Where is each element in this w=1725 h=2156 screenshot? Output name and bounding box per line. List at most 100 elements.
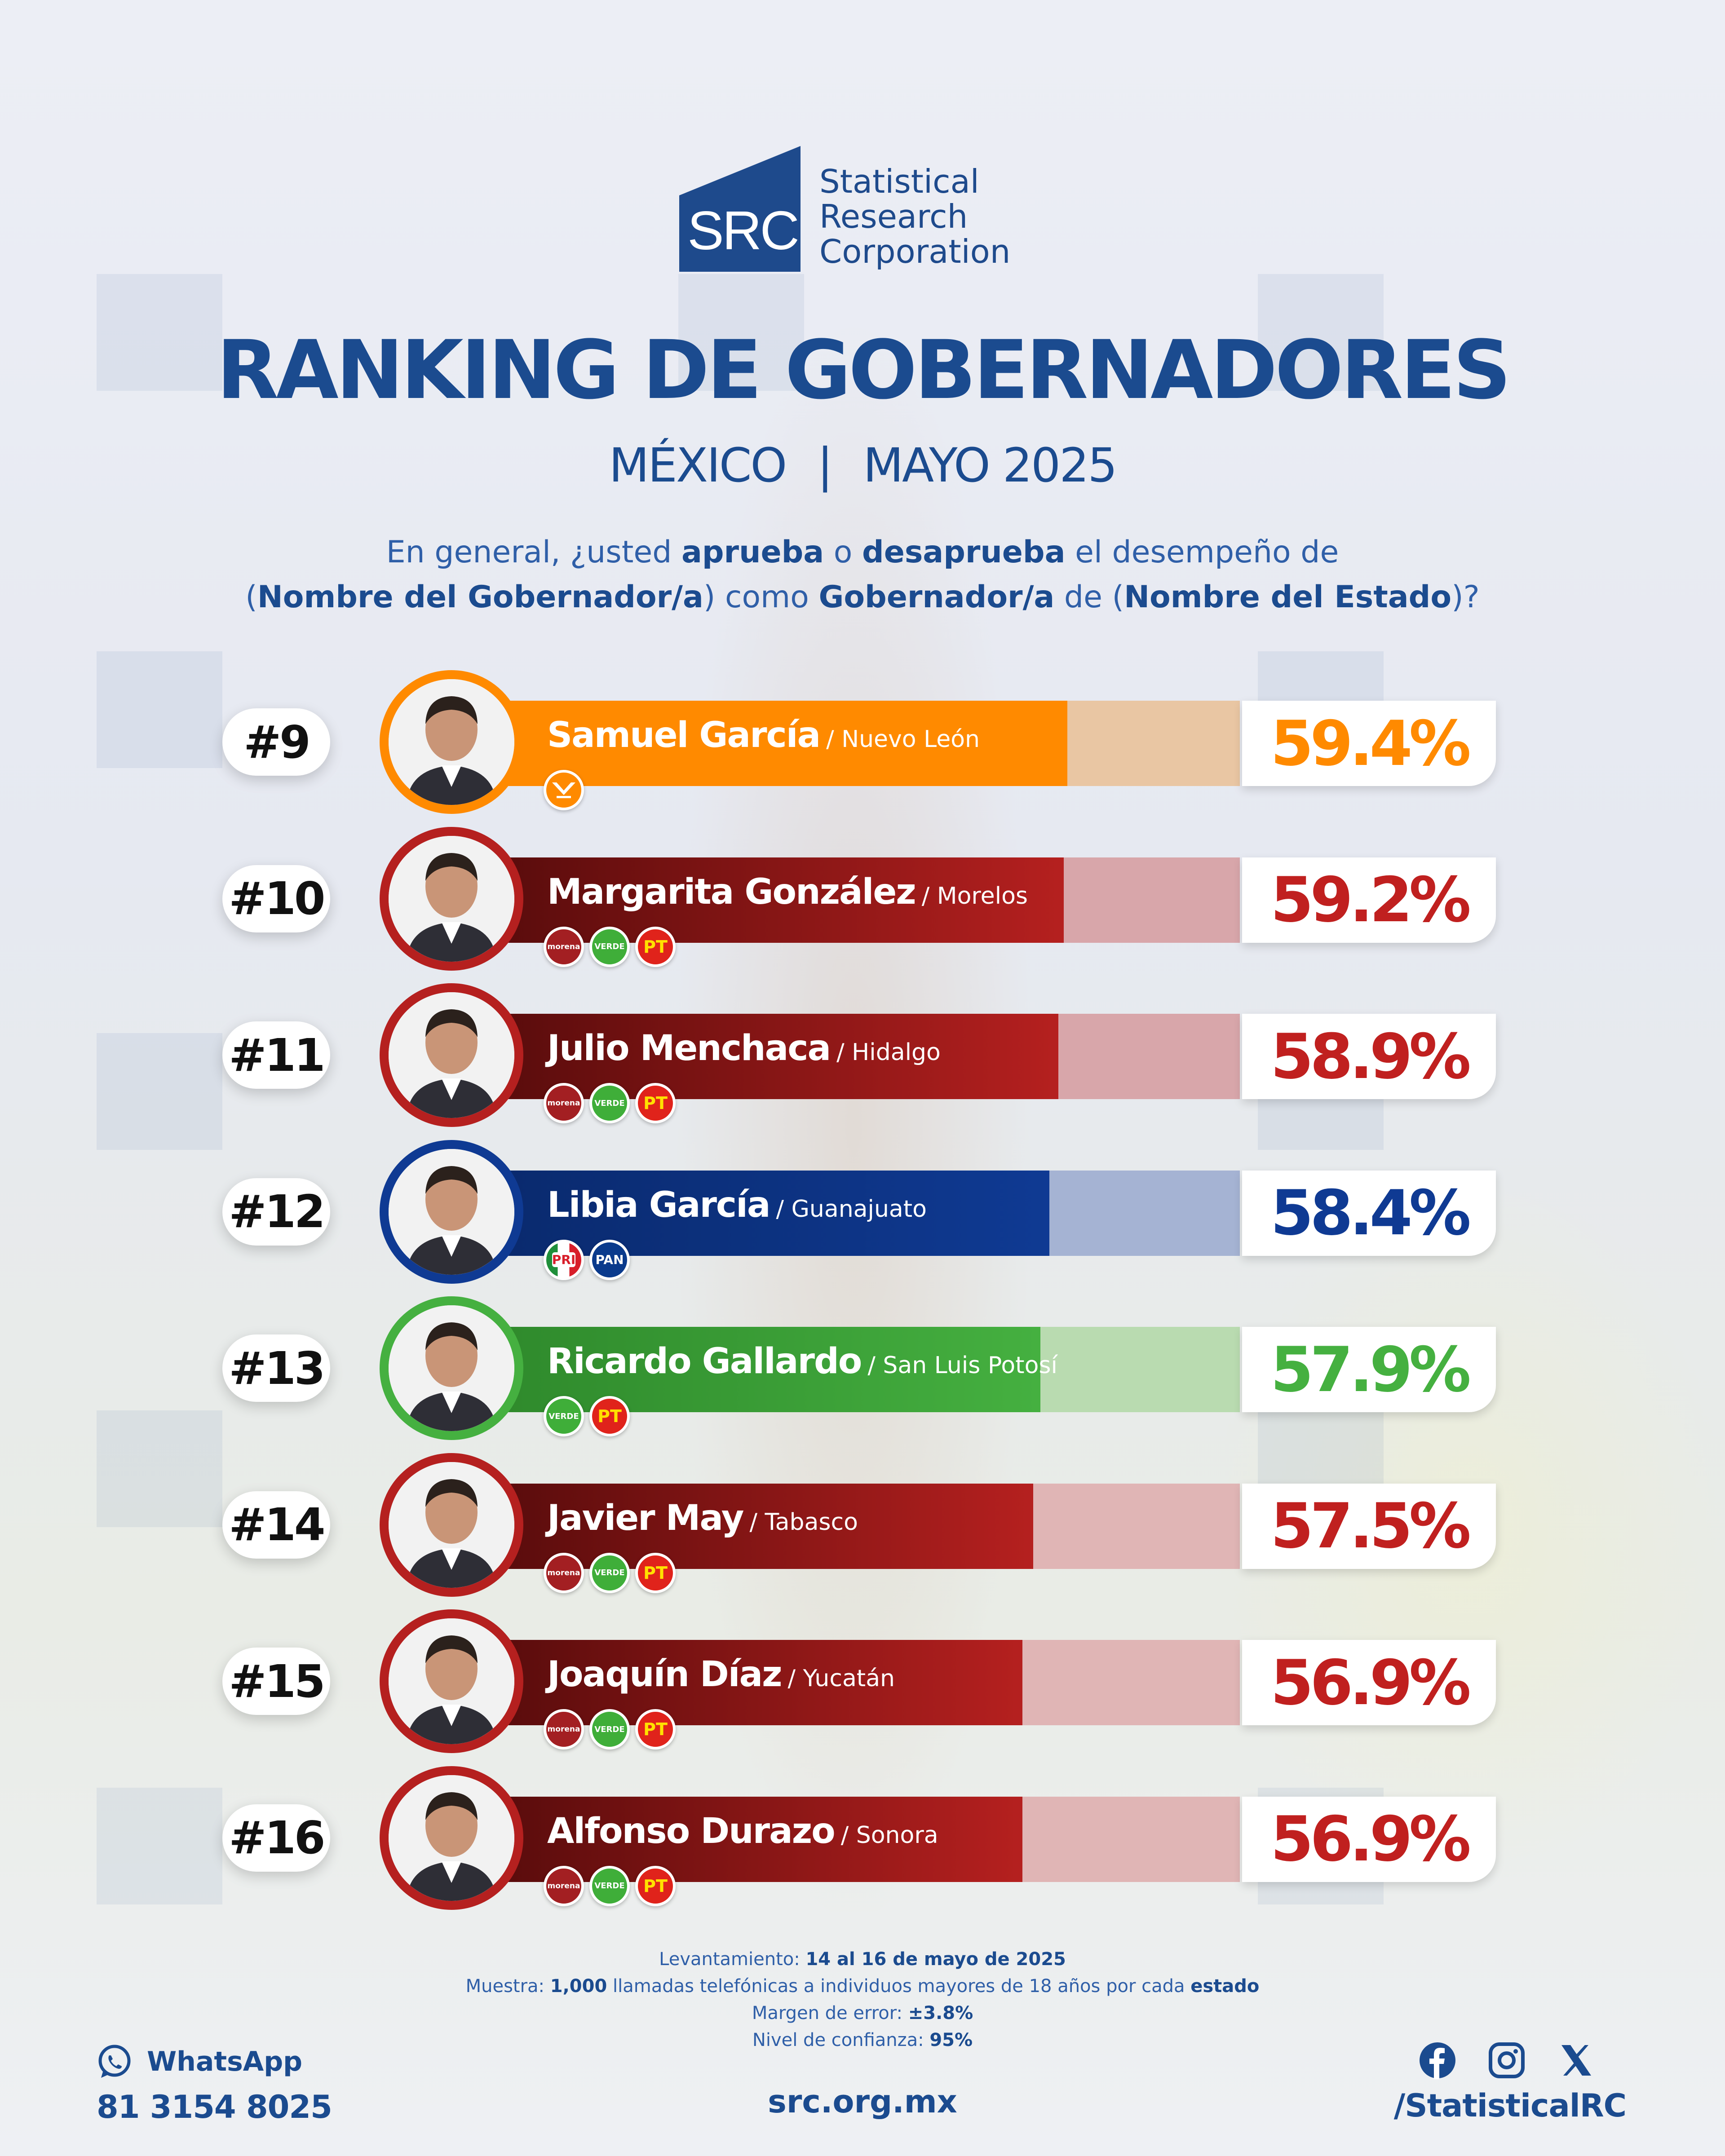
subtitle-country: MÉXICO (609, 438, 787, 493)
value-label: 58.9% (1242, 1014, 1496, 1099)
bar (503, 1327, 1040, 1412)
state-name: / Sonora (840, 1821, 938, 1849)
party-logo-text: PT (597, 1406, 622, 1426)
bar (503, 1014, 1058, 1099)
bar-track (503, 701, 1240, 786)
bar (503, 857, 1064, 943)
governor-photo (380, 1609, 523, 1753)
method-label: Margen de error: (752, 2003, 908, 2023)
question-bold: Nombre del Estado (1124, 579, 1452, 615)
party-logo-morena-icon: morena (544, 926, 584, 967)
subtitle-separator: | (817, 438, 833, 493)
party-logo-text: PT (643, 1093, 668, 1113)
value-label: 58.4% (1242, 1170, 1496, 1256)
governor-photo (380, 1453, 523, 1597)
x-icon[interactable] (1557, 2041, 1595, 2079)
person-silhouette-icon (389, 1149, 514, 1275)
bar (503, 1796, 1022, 1882)
logo-name-line: Statistical (819, 163, 979, 200)
logo-name: Statistical Research Corporation (819, 164, 1053, 269)
governor-name-line: Samuel García / Nuevo León (547, 715, 980, 764)
bar (503, 1170, 1049, 1256)
party-logo-verde-icon: VERDE (589, 1552, 630, 1593)
party-logo-morena-icon: morena (544, 1083, 584, 1123)
governor-photo (380, 1766, 523, 1910)
watermark (678, 265, 1128, 400)
value-label: 57.5% (1242, 1483, 1496, 1569)
facebook-icon[interactable] (1419, 2041, 1456, 2079)
rank-badge: #10 (222, 865, 330, 932)
watermark (1258, 265, 1707, 400)
ranking-row: #9 59.4% Samuel García / Nuevo León (0, 670, 1725, 814)
brand-logo: SRC Statistical Research Corporation (679, 146, 1048, 281)
methodology-note: Levantamiento: 14 al 16 de mayo de 2025 … (0, 1946, 1725, 2054)
bar-track (503, 1327, 1240, 1412)
question-text: )? (1451, 579, 1480, 615)
party-logo-text: morena (547, 1568, 580, 1577)
party-logo-pt-icon: PT (635, 1709, 676, 1750)
party-logos (544, 770, 584, 810)
website-link[interactable]: src.org.mx (768, 2083, 957, 2120)
question-text: ) como (703, 579, 819, 615)
governor-photo (380, 1296, 523, 1440)
governor-name: Javier May (547, 1498, 744, 1538)
rank-badge: #16 (222, 1804, 330, 1872)
bar-remainder (1049, 1170, 1240, 1256)
person-silhouette-icon (389, 835, 514, 962)
method-value: estado (1190, 1976, 1260, 1997)
party-logo-morena-icon: morena (544, 1865, 584, 1906)
watermark (97, 1024, 546, 1159)
rank-badge: #9 (222, 708, 330, 776)
person-silhouette-icon (389, 992, 514, 1118)
party-logo-text: PT (643, 1719, 668, 1739)
method-value: 1,000 (550, 1976, 607, 1997)
governor-name-line: Alfonso Durazo / Sonora (547, 1811, 938, 1860)
method-value: 95% (929, 2030, 973, 2050)
whatsapp-contact[interactable]: WhatsApp 81 3154 8025 (97, 2044, 332, 2125)
rank-badge: #15 (222, 1648, 330, 1715)
party-logo-text: VERDE (594, 1568, 625, 1577)
value-label: 57.9% (1242, 1327, 1496, 1412)
party-logo-text: PT (643, 937, 668, 957)
state-name: / Guanajuato (776, 1195, 927, 1223)
watermark (97, 1401, 546, 1536)
ranking-row: #10 59.2% Margarita González / Morelos moren… (0, 826, 1725, 971)
state-name: / Yucatán (787, 1665, 895, 1692)
governor-photo (380, 1140, 523, 1284)
party-logo-text: VERDE (594, 942, 625, 951)
bar-remainder (1022, 1796, 1240, 1882)
party-logos: morena VERDE PT (544, 1865, 676, 1906)
party-logos: morena VERDE PT (544, 1552, 676, 1593)
method-label: Levantamiento: (659, 1949, 806, 1970)
social-links: /StatisticalRC (1357, 2041, 1627, 2124)
bar-track (503, 1014, 1240, 1099)
question-text: el desempeño de (1065, 535, 1339, 570)
method-value: 14 al 16 de mayo de 2025 (805, 1949, 1066, 1970)
governor-name-line: Julio Menchaca / Hidalgo (547, 1028, 941, 1078)
instagram-icon[interactable] (1488, 2041, 1526, 2079)
rank-badge: #12 (222, 1178, 330, 1246)
logo-mark-icon (679, 146, 801, 272)
bar-track (503, 1796, 1240, 1882)
social-handle[interactable]: /StatisticalRC (1393, 2087, 1627, 2124)
governor-name: Alfonso Durazo (547, 1811, 836, 1851)
party-logo-verde-icon: VERDE (589, 1083, 630, 1123)
method-label: Muestra: (465, 1976, 550, 1997)
ranking-row: #12 58.4% Libia García / Guanajuato PRI PAN (0, 1140, 1725, 1284)
party-logo-text: VERDE (594, 1098, 625, 1108)
state-name: / Nuevo León (826, 726, 980, 753)
party-logos: morena VERDE PT (544, 1083, 676, 1123)
bar-track (503, 1640, 1240, 1725)
governor-name: Ricardo Gallardo (547, 1341, 862, 1382)
person-silhouette-icon (389, 1305, 514, 1431)
governor-name: Joaquín Díaz (547, 1654, 783, 1695)
whatsapp-phone[interactable]: 81 3154 8025 (97, 2089, 332, 2125)
bar (503, 1483, 1033, 1569)
ranking-row: #14 57.5% Javier May / Tabasco morena VERDE PT (0, 1453, 1725, 1597)
person-silhouette-icon (389, 679, 514, 805)
party-logo-verde-icon: VERDE (589, 1865, 630, 1906)
party-logo-verde-icon: VERDE (544, 1396, 584, 1436)
party-logo-text: morena (547, 942, 580, 951)
question-text: o (824, 535, 862, 570)
bar (503, 1640, 1022, 1725)
